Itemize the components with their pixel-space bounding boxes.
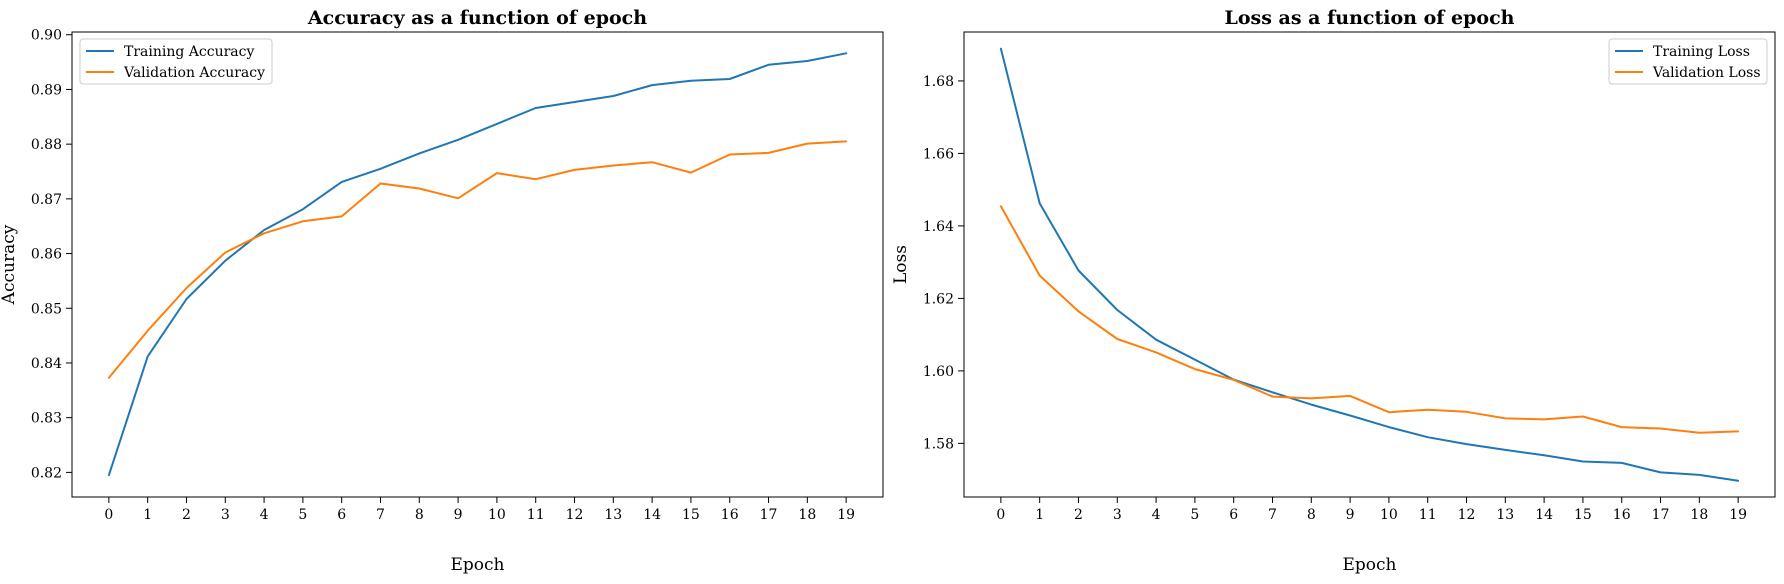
- x-tick-label: 19: [837, 507, 855, 523]
- x-tick-label: 0: [104, 507, 113, 523]
- y-axis-label: Accuracy: [0, 224, 19, 305]
- x-tick-label: 16: [721, 507, 739, 523]
- x-tick-label: 19: [1729, 507, 1747, 523]
- chart-title: Loss as a function of epoch: [1225, 7, 1515, 29]
- chart-title: Accuracy as a function of epoch: [307, 7, 647, 29]
- x-tick-label: 9: [454, 507, 463, 523]
- x-tick-label: 15: [1574, 507, 1592, 523]
- x-tick-label: 14: [1535, 507, 1553, 523]
- y-tick-label: 1.68: [923, 74, 954, 90]
- x-axis-label: Epoch: [451, 555, 505, 575]
- y-tick-label: 0.86: [31, 247, 62, 263]
- x-tick-label: 7: [376, 507, 385, 523]
- x-tick-label: 2: [1074, 507, 1083, 523]
- legend-label: Validation Loss: [1652, 65, 1761, 81]
- legend-box: [79, 38, 273, 85]
- y-tick-label: 0.88: [31, 137, 62, 153]
- x-tick-label: 5: [1190, 507, 1199, 523]
- x-tick-label: 10: [1380, 507, 1398, 523]
- series-line-training: [999, 47, 1740, 482]
- x-tick-label: 12: [1458, 507, 1476, 523]
- x-tick-label: 3: [1113, 507, 1122, 523]
- x-tick-label: 6: [1229, 507, 1238, 523]
- x-axis-label: Epoch: [1343, 555, 1397, 575]
- series-line-validation: [107, 140, 848, 379]
- x-tick-label: 17: [1652, 507, 1670, 523]
- x-tick-label: 10: [488, 507, 506, 523]
- x-tick-label: 15: [682, 507, 700, 523]
- plot-area: [963, 31, 1776, 498]
- x-tick-label: 1: [1035, 507, 1044, 523]
- y-tick-label: 1.60: [923, 364, 954, 380]
- y-tick-label: 0.89: [31, 82, 62, 98]
- y-tick-label: 0.84: [31, 356, 62, 372]
- x-tick-label: 4: [1152, 507, 1161, 523]
- y-tick-label: 0.83: [31, 411, 62, 427]
- x-tick-label: 8: [1307, 507, 1316, 523]
- y-tick-label: 0.82: [31, 465, 62, 481]
- y-tick-label: 0.90: [31, 28, 62, 44]
- legend: Training Loss Validation Loss: [1608, 38, 1768, 85]
- legend-label: Validation Accuracy: [123, 65, 265, 81]
- y-tick-label: 0.87: [31, 192, 62, 208]
- y-tick-label: 1.64: [923, 219, 954, 235]
- y-tick-label: 1.66: [923, 146, 954, 162]
- x-tick-label: 11: [527, 507, 545, 523]
- x-tick-label: 18: [798, 507, 816, 523]
- series-line-training: [107, 52, 848, 477]
- x-tick-label: 7: [1268, 507, 1277, 523]
- x-tick-label: 13: [1496, 507, 1514, 523]
- x-tick-label: 6: [337, 507, 346, 523]
- y-tick-label: 0.85: [31, 301, 62, 317]
- legend: Training Accuracy Validation Accuracy: [79, 38, 273, 85]
- series-line-validation: [999, 205, 1740, 434]
- y-tick-label: 1.62: [923, 291, 954, 307]
- x-tick-label: 13: [604, 507, 622, 523]
- x-tick-label: 2: [182, 507, 191, 523]
- y-tick-label: 1.58: [923, 436, 954, 452]
- legend-box: [1608, 38, 1768, 85]
- x-tick-label: 9: [1346, 507, 1355, 523]
- x-tick-label: 4: [260, 507, 269, 523]
- x-tick-label: 0: [996, 507, 1005, 523]
- x-tick-label: 3: [221, 507, 230, 523]
- legend-label: Training Accuracy: [124, 44, 254, 60]
- x-tick-label: 8: [415, 507, 424, 523]
- x-tick-label: 14: [643, 507, 661, 523]
- x-tick-label: 11: [1419, 507, 1437, 523]
- x-tick-label: 16: [1613, 507, 1631, 523]
- x-tick-label: 12: [566, 507, 584, 523]
- x-tick-label: 17: [760, 507, 778, 523]
- plot-area: [71, 31, 884, 498]
- x-tick-label: 1: [143, 507, 152, 523]
- legend-label: Training Loss: [1653, 44, 1750, 60]
- y-axis-label: Loss: [891, 245, 911, 284]
- x-tick-label: 18: [1690, 507, 1708, 523]
- x-tick-label: 5: [298, 507, 307, 523]
